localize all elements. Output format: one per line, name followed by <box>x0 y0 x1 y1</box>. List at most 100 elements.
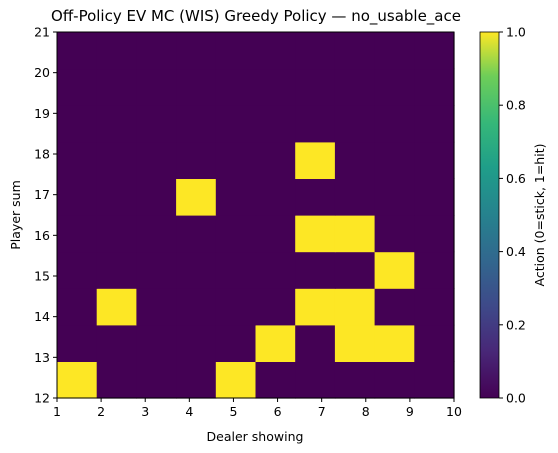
heatmap-cell <box>215 251 257 289</box>
heatmap-cell <box>96 324 137 362</box>
heatmap-cell <box>334 251 376 289</box>
heatmap-cell <box>136 288 177 326</box>
heatmap-cell <box>57 324 98 362</box>
heatmap-cell <box>96 68 137 106</box>
heatmap-cell <box>136 32 177 70</box>
y-tick-label: 21 <box>34 25 50 40</box>
heatmap-cell <box>57 251 98 289</box>
y-axis-label: Player sum <box>8 180 23 249</box>
heatmap-cell <box>255 251 296 289</box>
heatmap-cell <box>374 178 415 216</box>
heatmap-cell <box>215 32 257 70</box>
x-tick-label: 1 <box>53 404 61 419</box>
heatmap-cell <box>255 68 296 106</box>
heatmap-cell <box>255 361 296 399</box>
y-tick-label: 12 <box>34 391 50 406</box>
heatmap-cell <box>215 105 257 143</box>
heatmap-cell <box>295 32 336 70</box>
heatmap-cell <box>136 215 177 253</box>
heatmap-cell <box>414 288 455 326</box>
heatmap-cell <box>295 68 336 106</box>
heatmap-cell <box>57 361 98 399</box>
heatmap-cell <box>334 141 376 179</box>
x-tick-label: 7 <box>318 404 326 419</box>
y-tick-label: 18 <box>34 147 50 162</box>
heatmap-cell <box>176 251 217 289</box>
heatmap-cell <box>136 324 177 362</box>
y-tick-label: 15 <box>34 269 50 284</box>
heatmap-cell <box>334 361 376 399</box>
heatmap-cell <box>255 288 296 326</box>
heatmap-cell <box>414 141 455 179</box>
colorbar-tick-label: 1.0 <box>506 25 526 40</box>
heatmap-cell <box>295 141 336 179</box>
heatmap-cell <box>136 178 177 216</box>
heatmap-cell <box>96 361 137 399</box>
heatmap-cell <box>136 68 177 106</box>
heatmap-cell <box>136 105 177 143</box>
heatmap-cell <box>374 288 415 326</box>
heatmap-cell <box>255 178 296 216</box>
heatmap-cell <box>295 178 336 216</box>
heatmap-cell <box>255 324 296 362</box>
y-tick-label: 14 <box>34 309 50 324</box>
heatmap-cell <box>57 68 98 106</box>
heatmap-cell <box>176 288 217 326</box>
heatmap-cell <box>414 178 455 216</box>
heatmap-cell <box>57 105 98 143</box>
heatmap-cell <box>334 178 376 216</box>
heatmap-cell <box>334 105 376 143</box>
heatmap-cell <box>96 178 137 216</box>
heatmap-cell <box>295 215 336 253</box>
plot-frame <box>56 31 455 399</box>
heatmap-cell <box>215 288 257 326</box>
heatmap-cell <box>57 215 98 253</box>
heatmap-cells <box>57 32 455 399</box>
heatmap-cell <box>295 251 336 289</box>
heatmap-cell <box>96 141 137 179</box>
heatmap-cell <box>374 141 415 179</box>
x-tick-label: 4 <box>185 404 193 419</box>
heatmap-cell <box>57 141 98 179</box>
x-tick-label: 8 <box>362 404 370 419</box>
y-tick-label: 19 <box>34 106 50 121</box>
heatmap-cell <box>136 141 177 179</box>
x-tick-label: 5 <box>229 404 237 419</box>
colorbar-tick-label: 0.8 <box>506 98 526 113</box>
y-axis: 12 13 14 15 16 17 18 19 20 21 <box>34 25 57 406</box>
heatmap-cell <box>295 105 336 143</box>
heatmap-cell <box>176 141 217 179</box>
heatmap-cell <box>96 288 137 326</box>
heatmap-cell <box>414 251 455 289</box>
y-tick-label: 13 <box>34 350 50 365</box>
heatmap-cell <box>334 68 376 106</box>
heatmap-cell <box>96 215 137 253</box>
heatmap-cell <box>374 324 415 362</box>
x-tick-label: 9 <box>406 404 414 419</box>
heatmap-cell <box>255 215 296 253</box>
heatmap-cell <box>215 141 257 179</box>
heatmap-cell <box>414 324 455 362</box>
colorbar-tick-label: 0.0 <box>506 391 526 406</box>
heatmap-cell <box>57 178 98 216</box>
y-tick-label: 16 <box>34 228 50 243</box>
x-tick-label: 10 <box>446 404 462 419</box>
heatmap-cell <box>57 32 98 70</box>
heatmap-cell <box>334 324 376 362</box>
heatmap-cell <box>215 361 257 399</box>
colorbar-ticks: 0.0 0.2 0.4 0.6 0.8 1.0 <box>499 25 526 406</box>
heatmap-cell <box>295 288 336 326</box>
heatmap-cell <box>136 251 177 289</box>
heatmap-cell <box>176 32 217 70</box>
heatmap-cell <box>136 361 177 399</box>
x-axis-label: Dealer showing <box>207 429 304 444</box>
heatmap-cell <box>215 68 257 106</box>
heatmap-cell <box>176 105 217 143</box>
heatmap-cell <box>255 32 296 70</box>
x-tick-label: 2 <box>97 404 105 419</box>
heatmap-cell <box>295 361 336 399</box>
heatmap-cell <box>414 68 455 106</box>
colorbar <box>479 31 500 399</box>
heatmap-cell <box>414 32 455 70</box>
